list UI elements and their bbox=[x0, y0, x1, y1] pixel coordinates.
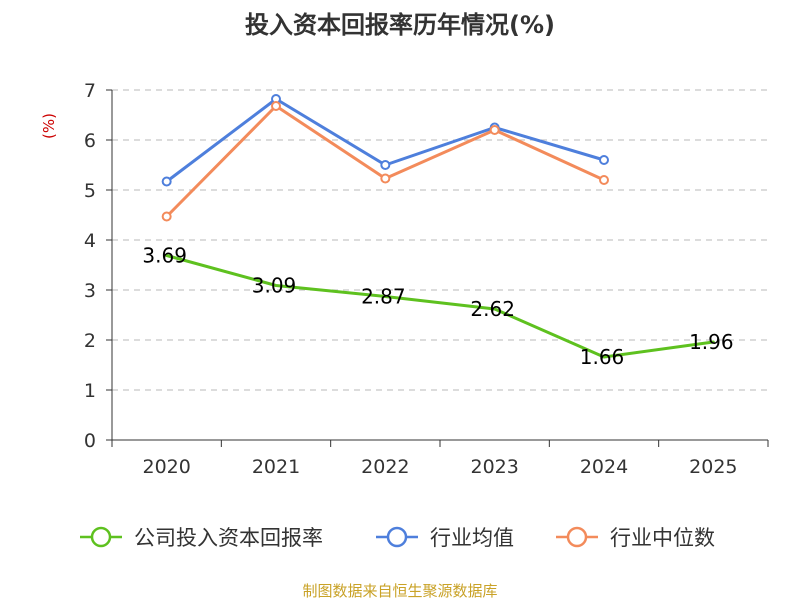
x-tick-label-2020: 2020 bbox=[142, 456, 190, 478]
x-tick-label-2024: 2024 bbox=[580, 456, 628, 478]
legend-label-0: 公司投入资本回报率 bbox=[134, 526, 323, 550]
y-tick-label-5: 5 bbox=[84, 180, 96, 202]
y-tick-label-0: 0 bbox=[84, 430, 96, 452]
x-tick-label-2023: 2023 bbox=[470, 456, 518, 478]
data-labels: 3.69 3.09 2.87 2.62 1.66 1.96 bbox=[142, 244, 733, 370]
data-label-2022: 2.87 bbox=[361, 285, 406, 309]
point-s2-2022 bbox=[380, 173, 391, 184]
y-tick-label-7: 7 bbox=[84, 80, 96, 102]
point-s2-2021 bbox=[271, 101, 281, 111]
data-label-2023: 2.62 bbox=[470, 297, 515, 321]
point-s2-2024 bbox=[599, 175, 609, 185]
legend-label-2: 行业中位数 bbox=[610, 526, 715, 550]
chart-title: 投入资本回报率历年情况(%) bbox=[245, 11, 555, 39]
y-tick-label-4: 4 bbox=[84, 230, 96, 252]
x-tick-label-2022: 2022 bbox=[361, 456, 409, 478]
legend-item-1[interactable]: 行业均值 bbox=[376, 526, 514, 550]
legend-marker-2 bbox=[566, 526, 588, 548]
y-axis-label: (%) bbox=[40, 113, 58, 139]
data-label-2024: 1.66 bbox=[580, 345, 625, 369]
x-tick-label-2025: 2025 bbox=[689, 456, 737, 478]
series-line-0 bbox=[165, 254, 715, 359]
legend-item-2[interactable]: 行业中位数 bbox=[556, 526, 715, 550]
y-tick-label-1: 1 bbox=[84, 380, 96, 402]
data-label-2021: 3.09 bbox=[252, 274, 297, 298]
legend-label-1: 行业均值 bbox=[430, 526, 514, 550]
data-label-2025: 1.96 bbox=[689, 330, 734, 354]
point-s2-2023 bbox=[489, 125, 500, 135]
y-tick-label-2: 2 bbox=[84, 330, 96, 352]
legend-marker-1 bbox=[386, 526, 408, 548]
data-label-2020: 3.69 bbox=[142, 244, 187, 268]
x-tick-label-2021: 2021 bbox=[252, 456, 300, 478]
source-note: 制图数据来自恒生聚源数据库 bbox=[302, 582, 497, 600]
point-s1-2024 bbox=[599, 155, 609, 165]
series-lines bbox=[161, 94, 715, 359]
legend[interactable]: 公司投入资本回报率 行业均值 行业中位数 bbox=[80, 526, 715, 550]
y-tick-label-3: 3 bbox=[84, 280, 96, 302]
legend-item-0[interactable]: 公司投入资本回报率 bbox=[80, 526, 323, 550]
grid-lines bbox=[112, 89, 768, 391]
point-s2-2020 bbox=[161, 211, 172, 222]
point-s1-2020 bbox=[161, 176, 172, 187]
axes: 0 1 2 3 4 5 6 7 2020 2021 2022 2023 2024 2025 bbox=[84, 80, 769, 478]
y-tick-label-6: 6 bbox=[84, 130, 96, 152]
point-s1-2022 bbox=[380, 160, 391, 170]
legend-marker-0 bbox=[90, 526, 112, 548]
